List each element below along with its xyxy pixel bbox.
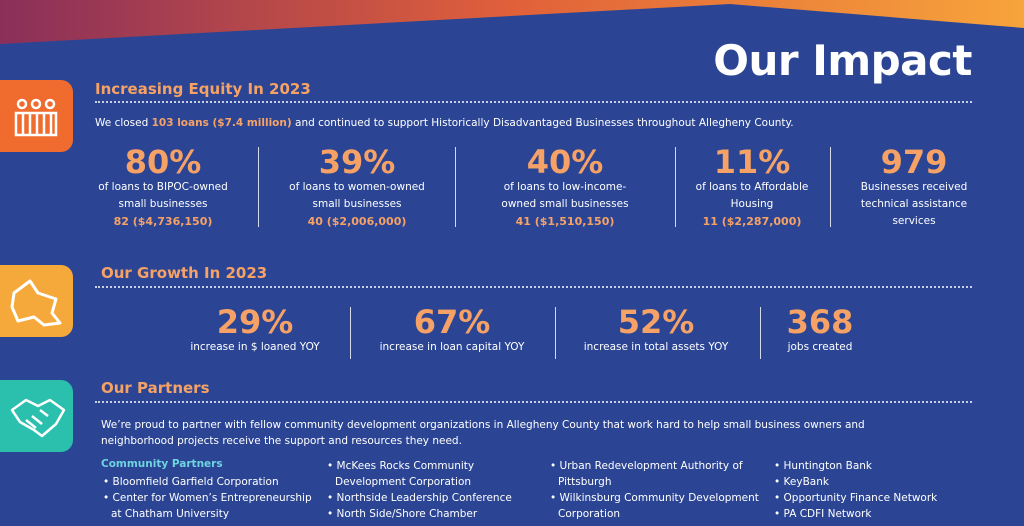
section-heading: Our Growth In 2023: [101, 264, 268, 282]
partner-column: • McKees Rocks Community Development Cor…: [325, 458, 540, 522]
stat-figure: 80%: [124, 143, 202, 181]
stat: 52% increase in total assets YOY: [566, 305, 746, 356]
divider: [95, 401, 972, 403]
partner-item: • KeyBank: [774, 476, 829, 488]
partner-item: • Center for Women’s Entrepreneurship at…: [103, 492, 312, 520]
stat-figure: 11%: [713, 143, 791, 181]
stat: 979 Businesses received technical assista…: [839, 145, 989, 230]
intro-text: We closed: [95, 117, 152, 129]
partner-item: • Opportunity Finance Network: [774, 492, 938, 504]
stat-label: jobs created: [787, 341, 853, 353]
intro: We closed 103 loans ($7.4 million) and c…: [95, 115, 794, 131]
divider: [95, 286, 972, 288]
partner-item: • Huntington Bank: [774, 460, 872, 472]
stat-label: Businesses received technical assistance…: [860, 181, 968, 227]
page-title: Our Impact: [713, 36, 972, 85]
subheading: Community Partners: [101, 458, 223, 470]
stat: 11% of loans to Affordable Housing 11 ($2,…: [677, 145, 827, 230]
stat-figure: 40%: [526, 143, 604, 181]
divider: [95, 101, 972, 103]
stat-figure: 39%: [318, 143, 396, 181]
partner-item: • Urban Redevelopment Authority of Pitts…: [550, 460, 743, 488]
stat-label: of loans to low-income-owned small busin…: [501, 181, 629, 210]
partner-column: • Bloomfield Garfield Corporation • Cente…: [101, 474, 316, 522]
stat-figure: 979: [880, 143, 948, 181]
stat: 80% of loans to BIPOC-owned small busines…: [88, 145, 238, 230]
partner-item: • McKees Rocks Community Development Cor…: [327, 460, 475, 488]
partners-intro: We’re proud to partner with fellow commu…: [101, 419, 865, 447]
stat: 29% increase in $ loaned YOY: [165, 305, 345, 356]
stat-label: of loans to women-owned small businesses: [289, 181, 425, 210]
stat-figure: 67%: [413, 303, 491, 341]
section-heading: Increasing Equity In 2023: [95, 80, 311, 98]
separator: [675, 147, 676, 227]
intro-text: and continued to support Historically Di…: [291, 117, 794, 129]
separator: [555, 307, 556, 359]
stat-label: of loans to Affordable Housing: [695, 181, 809, 210]
partner-item: • Bloomfield Garfield Corporation: [103, 476, 279, 488]
stat: 368 jobs created: [730, 305, 910, 356]
partner-column: • Huntington Bank • KeyBank • Opportunity …: [772, 458, 987, 522]
intro-highlight: 103 loans ($7.4 million): [151, 117, 292, 129]
separator: [830, 147, 831, 227]
icon-partners: [0, 380, 73, 452]
partner-item: • Wilkinsburg Community Development Corp…: [550, 492, 759, 520]
stat-detail: 41 ($1,510,150): [515, 215, 615, 228]
stat-label: increase in $ loaned YOY: [190, 341, 320, 353]
separator: [350, 307, 351, 359]
stat-figure: 52%: [617, 303, 695, 341]
stat-detail: 40 ($2,006,000): [307, 215, 407, 228]
partner-item: • North Side/Shore Chamber: [327, 508, 478, 520]
stat: 67% increase in loan capital YOY: [362, 305, 542, 356]
separator: [760, 307, 761, 359]
stat-label: increase in total assets YOY: [583, 341, 729, 353]
separator: [258, 147, 259, 227]
stat-detail: 11 ($2,287,000): [702, 215, 802, 228]
stat: 39% of loans to women-owned small busines…: [282, 145, 432, 230]
top-banner: [0, 0, 1024, 44]
partner-item: • PA CDFI Network: [774, 508, 872, 520]
stat-figure: 29%: [216, 303, 294, 341]
stat-label: of loans to BIPOC-owned small businesses: [98, 181, 228, 210]
icon-equity: [0, 80, 73, 152]
separator: [455, 147, 456, 227]
stat: 40% of loans to low-income-owned small bu…: [490, 145, 640, 230]
icon-growth: [0, 265, 73, 337]
stat-detail: 82 ($4,736,150): [113, 215, 213, 228]
partner-column: • Urban Redevelopment Authority of Pitts…: [548, 458, 763, 522]
stat-figure: 368: [786, 303, 854, 341]
section-heading: Our Partners: [101, 379, 210, 397]
stat-label: increase in loan capital YOY: [379, 341, 525, 353]
partner-item: • Northside Leadership Conference: [327, 492, 512, 504]
